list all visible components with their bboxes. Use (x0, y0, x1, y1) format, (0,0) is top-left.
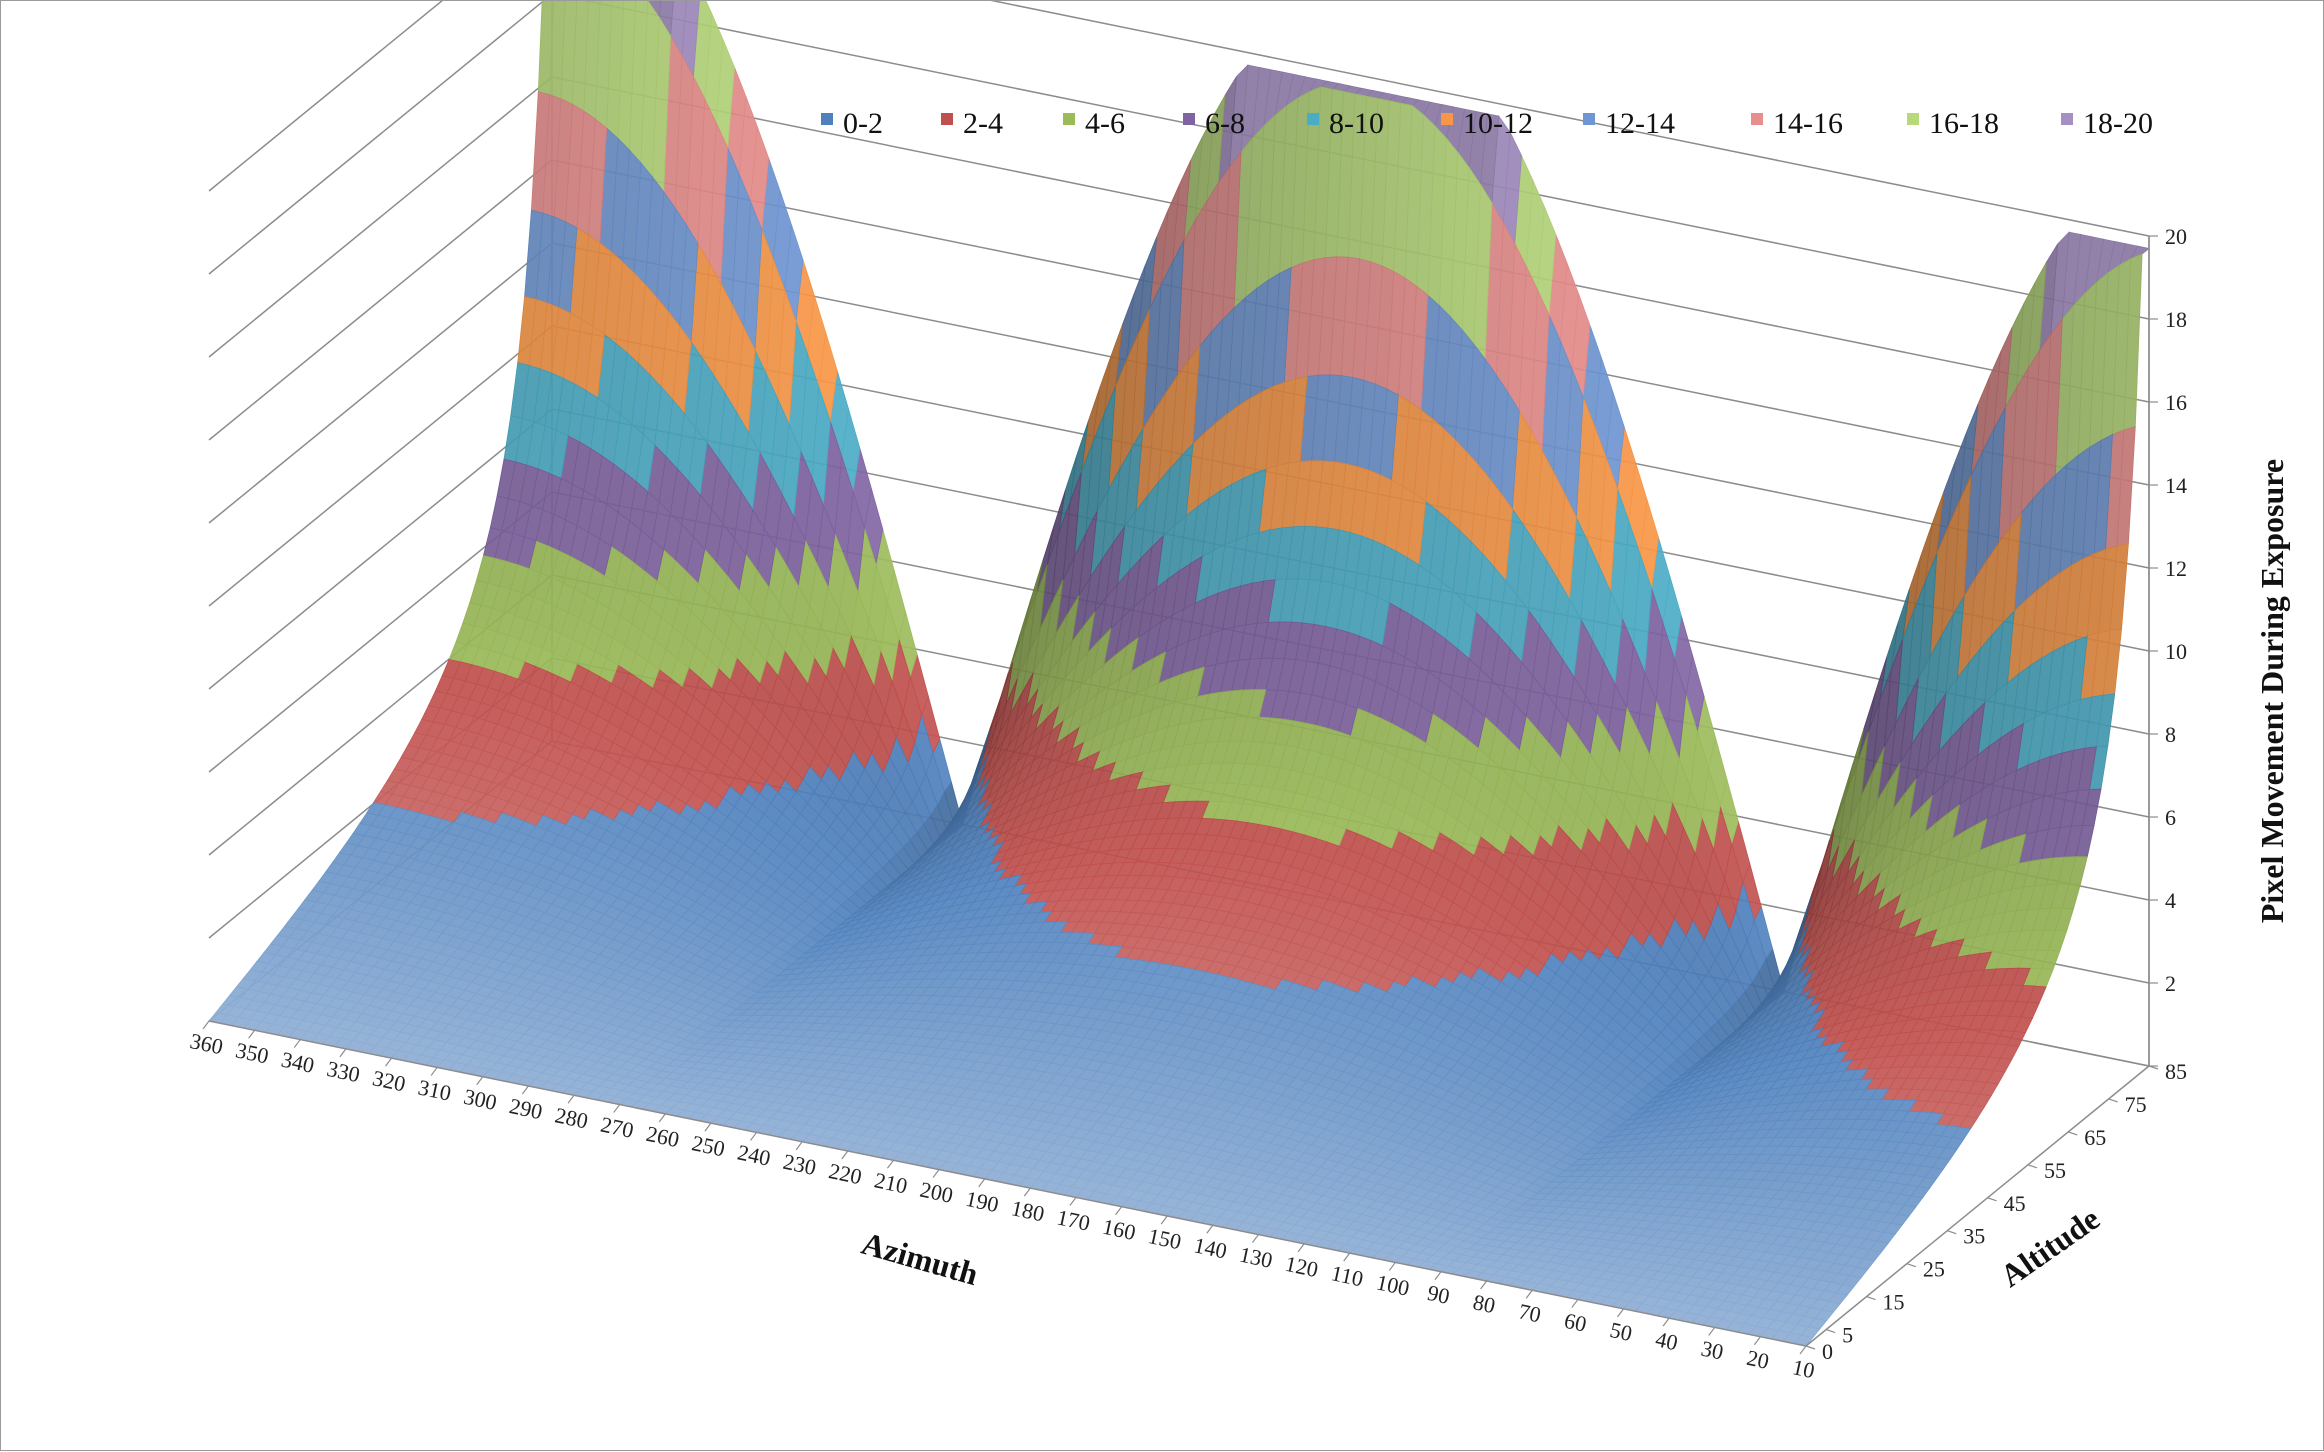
surface-chart: 3603503403303203103002902802702602502402… (1, 1, 2324, 1452)
chart-frame: 3603503403303203103002902802702602502402… (0, 0, 2324, 1451)
